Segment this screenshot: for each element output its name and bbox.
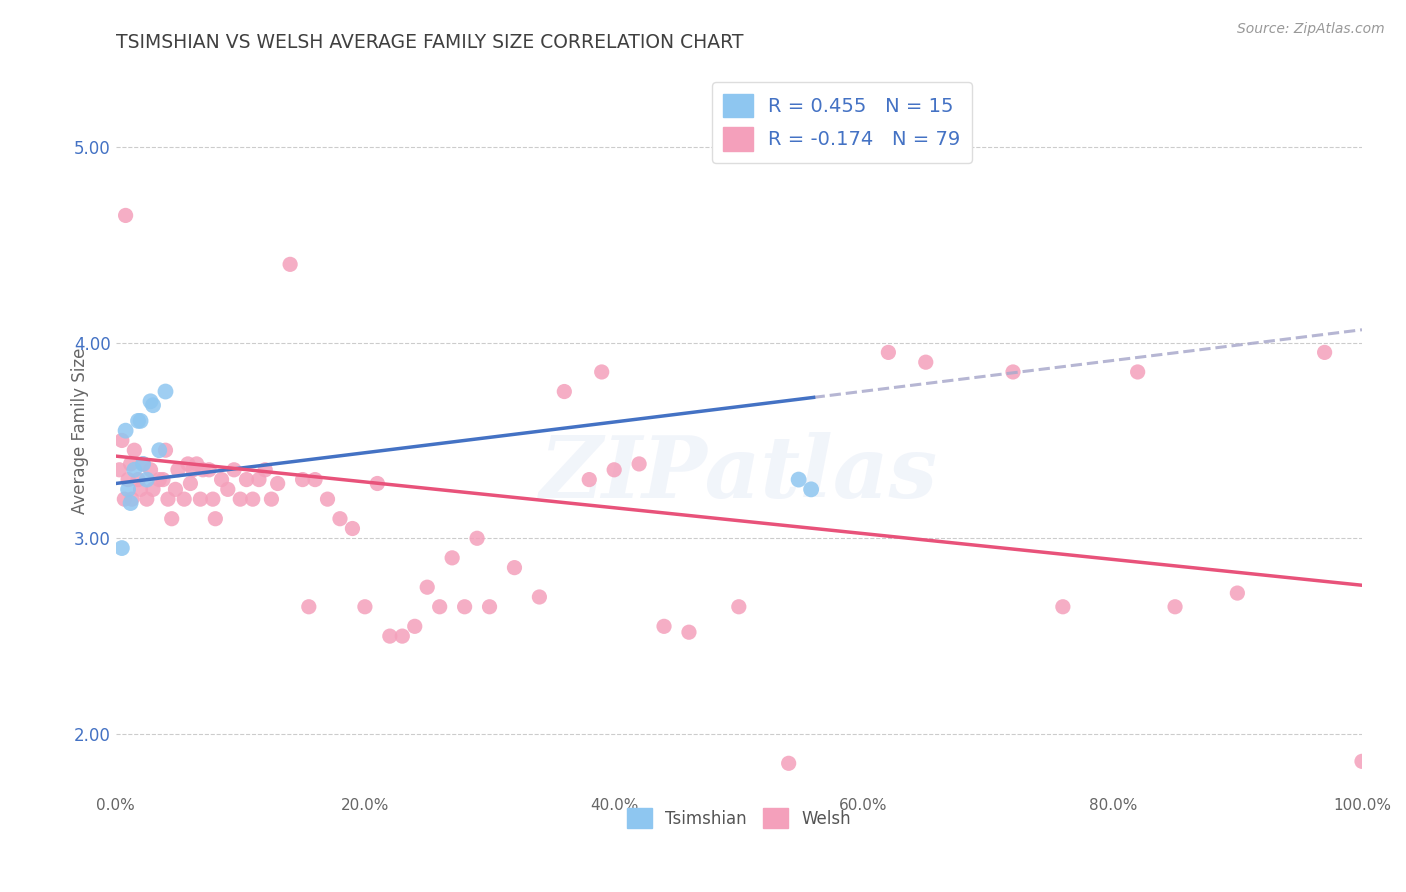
Point <box>191 463 214 477</box>
Point <box>591 365 613 379</box>
Point <box>266 476 288 491</box>
Point <box>173 492 195 507</box>
Point <box>120 457 142 471</box>
Point <box>198 463 221 477</box>
Point <box>366 476 388 491</box>
Point <box>222 463 245 477</box>
Point <box>235 473 257 487</box>
Point <box>378 629 401 643</box>
Point <box>229 492 252 507</box>
Point <box>503 560 526 574</box>
Text: Source: ZipAtlas.com: Source: ZipAtlas.com <box>1237 22 1385 37</box>
Point <box>478 599 501 614</box>
Point <box>132 457 155 471</box>
Point <box>179 476 201 491</box>
Point <box>291 473 314 487</box>
Point <box>190 492 212 507</box>
Y-axis label: Average Family Size: Average Family Size <box>72 348 89 514</box>
Point <box>148 443 170 458</box>
Point <box>201 492 224 507</box>
Point <box>112 492 135 507</box>
Point <box>652 619 675 633</box>
Point <box>114 424 136 438</box>
Point <box>129 483 152 497</box>
Point <box>177 457 200 471</box>
Point <box>156 492 179 507</box>
Point <box>186 457 208 471</box>
Point <box>416 580 439 594</box>
Point <box>1126 365 1149 379</box>
Point <box>453 599 475 614</box>
Point <box>787 473 810 487</box>
Point <box>778 756 800 771</box>
Text: ZIPatlas: ZIPatlas <box>540 433 938 516</box>
Point <box>111 434 134 448</box>
Point <box>260 492 283 507</box>
Point <box>316 492 339 507</box>
Point <box>254 463 277 477</box>
Point <box>1164 599 1187 614</box>
Point <box>1313 345 1336 359</box>
Point <box>142 483 165 497</box>
Point <box>120 496 142 510</box>
Point <box>465 531 488 545</box>
Point <box>678 625 700 640</box>
Point <box>1001 365 1024 379</box>
Point <box>121 492 143 507</box>
Point <box>354 599 377 614</box>
Point <box>298 599 321 614</box>
Point <box>429 599 451 614</box>
Point <box>148 473 170 487</box>
Point <box>603 463 626 477</box>
Point <box>529 590 551 604</box>
Point <box>204 512 226 526</box>
Point <box>217 483 239 497</box>
Point <box>160 512 183 526</box>
Text: TSIMSHIAN VS WELSH AVERAGE FAMILY SIZE CORRELATION CHART: TSIMSHIAN VS WELSH AVERAGE FAMILY SIZE C… <box>115 33 744 52</box>
Point <box>114 209 136 223</box>
Point <box>135 473 157 487</box>
Point <box>914 355 936 369</box>
Point <box>211 473 233 487</box>
Point <box>628 457 651 471</box>
Point <box>167 463 190 477</box>
Point <box>247 473 270 487</box>
Point <box>342 521 364 535</box>
Point <box>108 463 131 477</box>
Point <box>441 550 464 565</box>
Point <box>727 599 749 614</box>
Point <box>329 512 352 526</box>
Point <box>132 457 155 471</box>
Point <box>155 384 177 399</box>
Point <box>155 443 177 458</box>
Point <box>181 463 204 477</box>
Point <box>124 443 146 458</box>
Point <box>278 257 301 271</box>
Point <box>1052 599 1074 614</box>
Point <box>1351 755 1374 769</box>
Point <box>139 463 162 477</box>
Point <box>127 414 149 428</box>
Point <box>124 463 146 477</box>
Point <box>391 629 413 643</box>
Point <box>152 473 174 487</box>
Point <box>304 473 326 487</box>
Point <box>117 483 139 497</box>
Point <box>135 492 157 507</box>
Point <box>578 473 600 487</box>
Point <box>242 492 264 507</box>
Point <box>111 541 134 555</box>
Point <box>165 483 187 497</box>
Legend: Tsimshian, Welsh: Tsimshian, Welsh <box>620 801 858 835</box>
Point <box>800 483 823 497</box>
Point <box>127 473 149 487</box>
Point <box>139 394 162 409</box>
Point <box>404 619 426 633</box>
Point <box>142 398 165 412</box>
Point <box>117 473 139 487</box>
Point <box>553 384 575 399</box>
Point <box>129 414 152 428</box>
Point <box>877 345 900 359</box>
Point <box>1226 586 1249 600</box>
